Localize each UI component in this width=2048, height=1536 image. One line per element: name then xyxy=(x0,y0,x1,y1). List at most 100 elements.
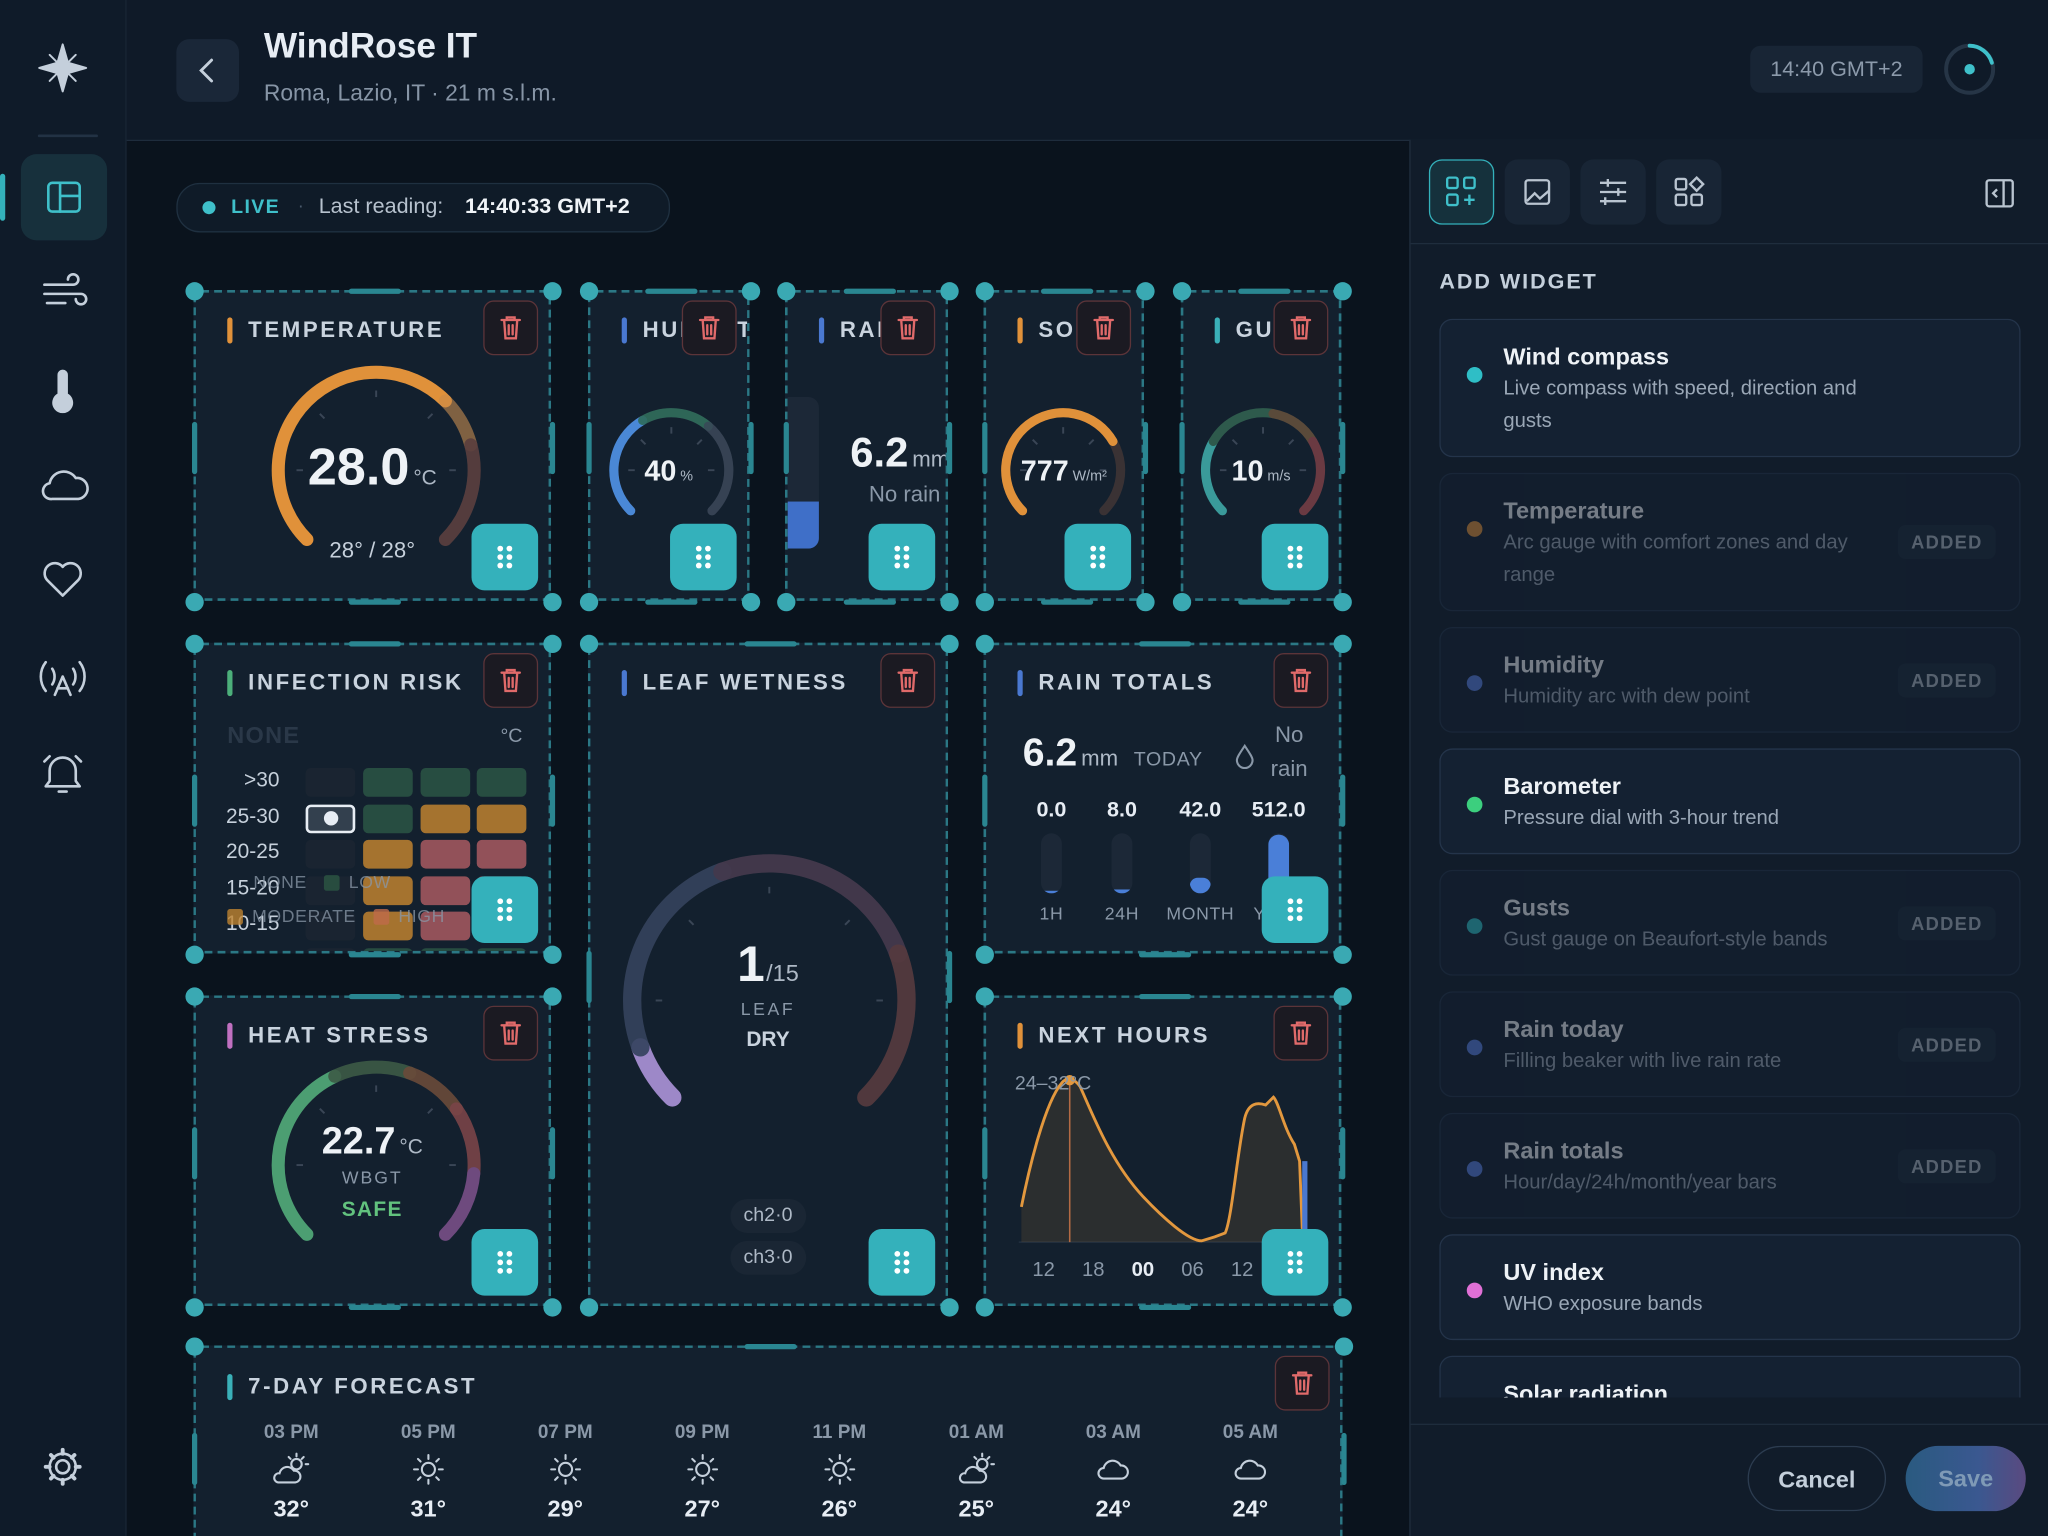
resize-corner[interactable] xyxy=(1333,1298,1352,1317)
delete-button[interactable] xyxy=(1076,300,1132,356)
resize-edge[interactable] xyxy=(744,1343,797,1350)
gust-widget[interactable]: GUST 10 m/s xyxy=(1172,282,1352,612)
resize-corner[interactable] xyxy=(940,282,959,301)
resize-edge[interactable] xyxy=(549,1127,556,1180)
resize-corner[interactable] xyxy=(975,592,994,612)
resize-edge[interactable] xyxy=(191,1432,198,1486)
delete-button[interactable] xyxy=(1273,300,1329,356)
drag-handle[interactable] xyxy=(471,1229,539,1296)
delete-button[interactable] xyxy=(880,300,936,356)
resize-corner[interactable] xyxy=(1333,592,1352,612)
drag-handle[interactable] xyxy=(471,523,539,591)
resize-edge[interactable] xyxy=(549,774,556,827)
resize-edge[interactable] xyxy=(748,421,754,475)
infection-risk-widget[interactable]: INFECTION RISK NONE °C >30 25-30 20-25 15-2… xyxy=(185,634,562,964)
resize-edge[interactable] xyxy=(1138,993,1192,1000)
delete-button[interactable] xyxy=(483,1005,539,1061)
drag-handle[interactable] xyxy=(868,523,936,591)
nav-alerts[interactable] xyxy=(43,754,83,793)
cancel-button[interactable]: Cancel xyxy=(1747,1445,1887,1512)
widget-option[interactable]: Wind compass Live compass with speed, dir… xyxy=(1439,318,2021,458)
resize-edge[interactable] xyxy=(1340,774,1346,827)
heat-stress-widget[interactable]: HEAT STRESS 22.7 °C WBGT SAFE xyxy=(185,987,562,1317)
resize-edge[interactable] xyxy=(982,1127,988,1180)
resize-edge[interactable] xyxy=(1142,421,1149,475)
resize-edge[interactable] xyxy=(843,599,896,605)
tab-background[interactable] xyxy=(1504,159,1570,225)
delete-button[interactable] xyxy=(483,653,539,708)
resize-corner[interactable] xyxy=(185,987,204,1006)
resize-edge[interactable] xyxy=(645,599,698,605)
resize-edge[interactable] xyxy=(645,288,698,294)
resize-edge[interactable] xyxy=(1138,641,1192,647)
resize-edge[interactable] xyxy=(1040,288,1093,294)
resize-edge[interactable] xyxy=(549,421,556,475)
resize-edge[interactable] xyxy=(348,641,401,647)
widget-option[interactable]: UV index WHO exposure bands xyxy=(1439,1234,2021,1341)
resize-corner[interactable] xyxy=(1172,282,1192,301)
resize-edge[interactable] xyxy=(191,1127,198,1180)
resize-corner[interactable] xyxy=(185,1337,204,1356)
resize-edge[interactable] xyxy=(783,421,789,475)
resize-corner[interactable] xyxy=(975,282,994,301)
resize-corner[interactable] xyxy=(185,634,204,654)
nav-health[interactable] xyxy=(43,561,83,597)
resize-edge[interactable] xyxy=(1340,1127,1346,1180)
drag-handle[interactable] xyxy=(1064,523,1132,591)
resize-edge[interactable] xyxy=(1138,1304,1192,1311)
resize-corner[interactable] xyxy=(975,634,994,654)
resize-corner[interactable] xyxy=(185,592,204,612)
resize-edge[interactable] xyxy=(1341,1432,1347,1486)
resize-corner[interactable] xyxy=(185,282,204,301)
tab-settings[interactable] xyxy=(1580,159,1646,225)
resize-edge[interactable] xyxy=(982,774,988,827)
resize-edge[interactable] xyxy=(1179,421,1185,475)
nav-station[interactable] xyxy=(39,660,86,697)
resize-corner[interactable] xyxy=(975,1298,994,1317)
delete-button[interactable] xyxy=(1273,1005,1329,1061)
humidity-widget[interactable]: HUMIDITY 40% xyxy=(579,282,761,612)
resize-corner[interactable] xyxy=(543,634,562,654)
delete-button[interactable] xyxy=(681,300,737,356)
tab-layout[interactable] xyxy=(1656,159,1722,225)
resize-corner[interactable] xyxy=(543,592,562,612)
resize-corner[interactable] xyxy=(543,987,562,1006)
widget-option[interactable]: Barometer Pressure dial with 3-hour trend xyxy=(1439,748,2021,855)
resize-corner[interactable] xyxy=(1333,634,1352,654)
resize-corner[interactable] xyxy=(975,945,994,964)
resize-edge[interactable] xyxy=(348,288,401,294)
nav-cloud[interactable] xyxy=(41,470,89,501)
delete-button[interactable] xyxy=(1273,653,1329,708)
resize-corner[interactable] xyxy=(1333,987,1352,1006)
collapse-panel[interactable] xyxy=(1980,174,2019,213)
back-button[interactable] xyxy=(176,39,240,102)
forecast-widget[interactable]: 7-DAY FORECAST 03 PM 32° 05 PM 31° 07 PM 29° 0… xyxy=(185,1337,1354,1536)
next-hours-widget[interactable]: NEXT HOURS 24–32°C 12 18 00 06 12 xyxy=(975,987,1352,1317)
resize-corner[interactable] xyxy=(185,1298,204,1317)
resize-corner[interactable] xyxy=(1172,592,1192,612)
resize-edge[interactable] xyxy=(946,421,953,475)
resize-corner[interactable] xyxy=(1333,945,1352,964)
resize-edge[interactable] xyxy=(1138,952,1192,958)
resize-edge[interactable] xyxy=(946,950,953,1004)
resize-corner[interactable] xyxy=(975,987,994,1006)
delete-button[interactable] xyxy=(1274,1355,1330,1411)
drag-handle[interactable] xyxy=(1261,1229,1329,1296)
rain-widget[interactable]: RAIN 6.2 mm No rain xyxy=(777,282,959,612)
resize-corner[interactable] xyxy=(579,282,599,301)
nav-wind[interactable] xyxy=(43,273,88,306)
drag-handle[interactable] xyxy=(1261,876,1329,944)
tab-widgets[interactable] xyxy=(1428,159,1495,225)
drag-handle[interactable] xyxy=(471,876,539,944)
nav-temperature[interactable] xyxy=(52,369,74,414)
resize-edge[interactable] xyxy=(1237,599,1290,605)
resize-edge[interactable] xyxy=(191,421,198,475)
drag-handle[interactable] xyxy=(1261,523,1329,591)
resize-edge[interactable] xyxy=(348,993,401,1000)
resize-corner[interactable] xyxy=(1136,282,1155,301)
resize-corner[interactable] xyxy=(579,1298,599,1317)
temperature-widget[interactable]: TEMPERATURE 28.0 °C 28° / 28° xyxy=(185,282,562,612)
resize-corner[interactable] xyxy=(777,592,796,612)
resize-corner[interactable] xyxy=(1333,282,1352,301)
